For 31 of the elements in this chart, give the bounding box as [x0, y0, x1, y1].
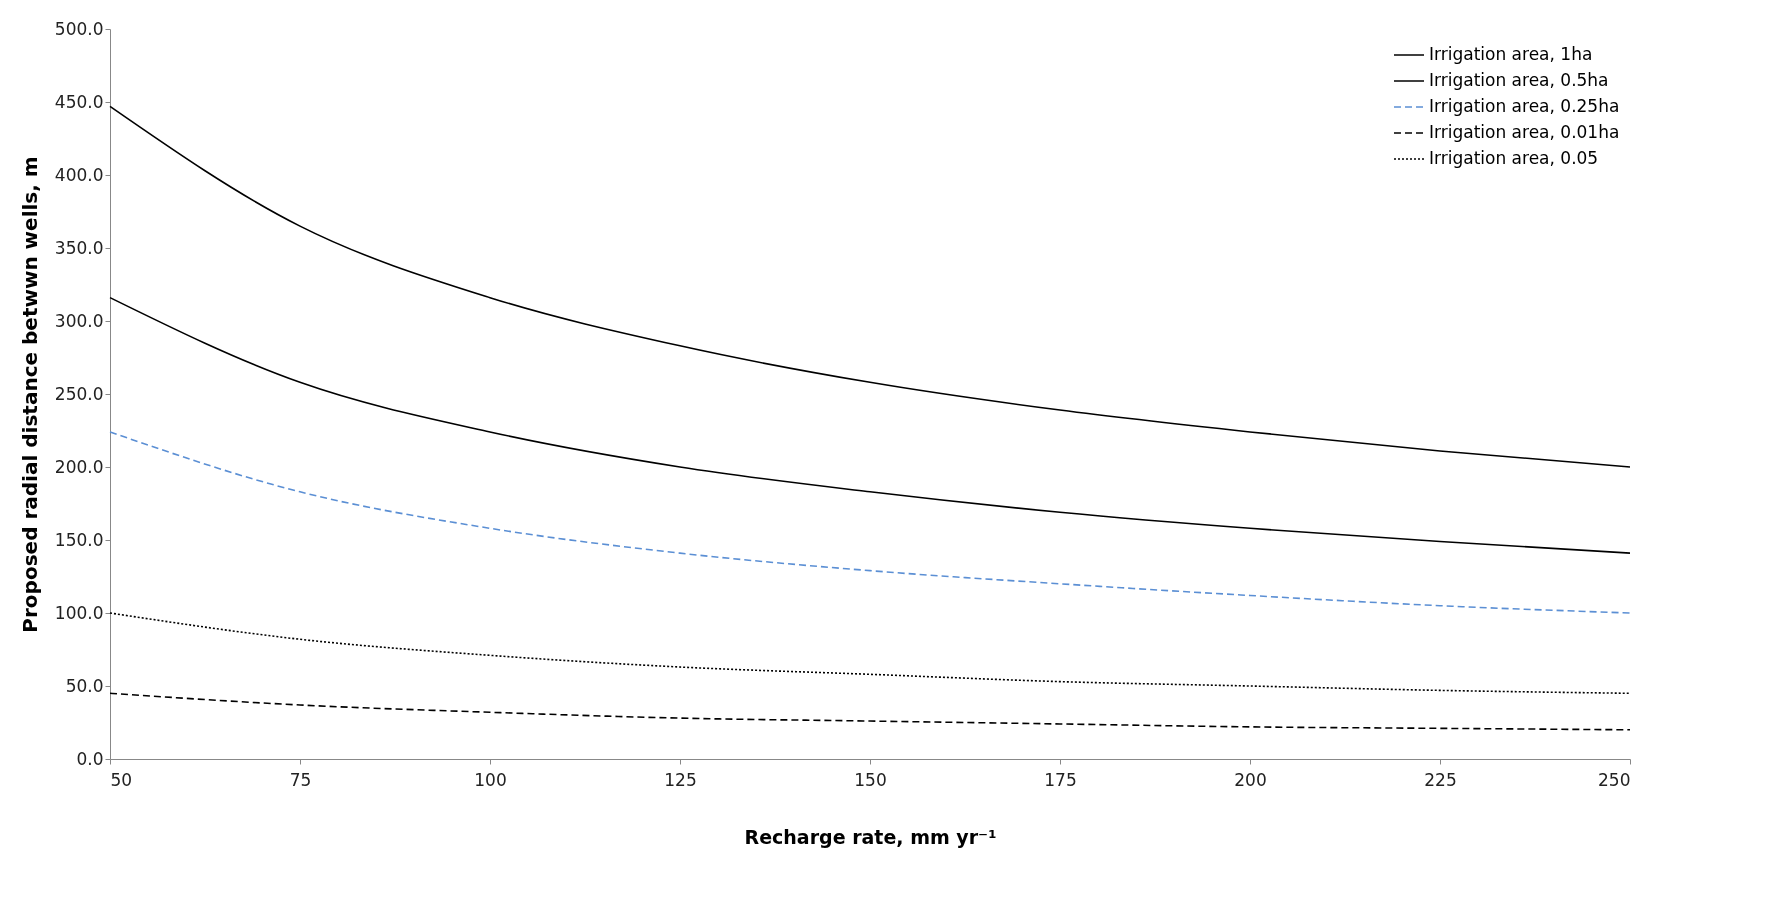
y-tick-label: 450.0 [54, 91, 104, 112]
line-series [109, 612, 1631, 695]
line-series [109, 692, 1631, 731]
x-tick-label: 50 [110, 769, 133, 790]
legend-label: Irrigation area, 0.25ha [1429, 96, 1620, 116]
x-tick-label: 200 [1234, 769, 1267, 790]
x-axis-title: Recharge rate, mm yr⁻¹ [744, 825, 997, 848]
legend-label: Irrigation area, 0.01ha [1429, 122, 1620, 142]
y-tick-label: 300.0 [54, 310, 104, 331]
y-tick-label: 150.0 [54, 529, 104, 550]
legend-label: Irrigation area, 0.5ha [1429, 70, 1609, 90]
line-series [109, 431, 1631, 614]
y-tick-label: 400.0 [54, 164, 104, 185]
y-tick-label: 350.0 [54, 237, 104, 258]
x-tick-label: 75 [289, 769, 312, 790]
x-tick-label: 225 [1424, 769, 1457, 790]
x-tick-label: 175 [1044, 769, 1077, 790]
x-tick-label: 250 [1598, 769, 1631, 790]
x-tick-label: 150 [854, 769, 887, 790]
line-series [109, 296, 1631, 554]
legend-label: Irrigation area, 0.05 [1429, 148, 1599, 168]
y-tick-label: 500.0 [54, 18, 104, 39]
y-tick-label: 50.0 [65, 675, 104, 696]
x-tick-label: 100 [474, 769, 507, 790]
x-tick-label: 125 [664, 769, 697, 790]
y-tick-label: 0.0 [76, 748, 104, 769]
y-tick-label: 200.0 [54, 456, 104, 477]
y-tick-label: 250.0 [54, 383, 104, 404]
y-tick-label: 100.0 [54, 602, 104, 623]
legend-label: Irrigation area, 1ha [1429, 44, 1593, 64]
y-axis-title: Proposed radial distance betwwn wells, m [17, 156, 42, 633]
